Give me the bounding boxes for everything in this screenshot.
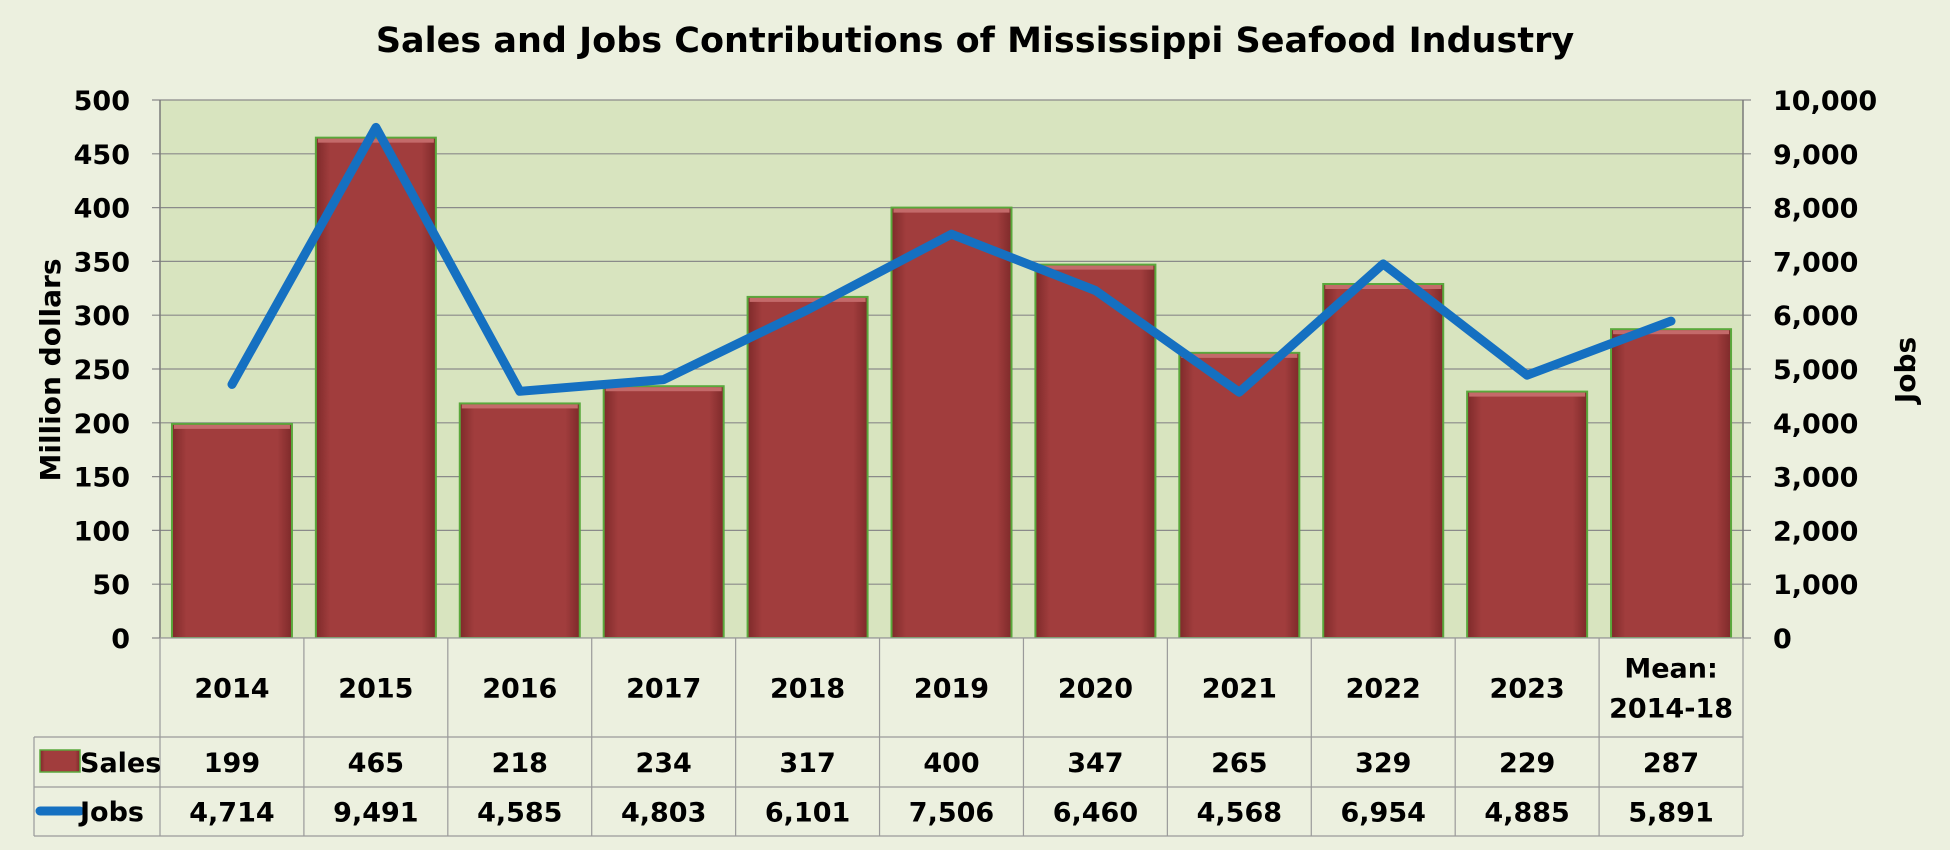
bar-highlight [1469,392,1586,397]
bar [1322,282,1445,639]
y2-tick-label: 6,000 [1773,301,1858,332]
y2-tick-label: 7,000 [1773,247,1858,278]
bar-highlight [1037,265,1154,270]
x-tick-label: 2020 [1058,674,1133,705]
jobs-point [950,233,953,236]
y-tick-label: 500 [74,86,130,117]
bar-highlight [461,404,578,409]
x-tick-label: Mean: [1624,654,1717,685]
jobs-value-label: 7,506 [909,798,994,829]
data-table: 2014 2015 2016 2017 2018 2019 2020 2021 2022 2023… [33,637,1744,837]
bar [602,385,725,639]
jobs-point [1526,374,1529,377]
bar-highlight [317,138,434,143]
sales-value-label: 317 [779,748,835,779]
bar [458,402,581,639]
sales-value-label: 218 [492,748,548,779]
sales-value-label: 400 [923,748,979,779]
x-tick-label: 2014-18 [1609,694,1733,725]
sales-value-label: 229 [1499,748,1555,779]
y-tick-label: 50 [92,570,130,601]
y2-tick-label: 1,000 [1773,570,1858,601]
y-tick-label: 450 [74,140,130,171]
jobs-value-label: 9,491 [333,798,418,829]
jobs-point [518,390,521,393]
x-tick-label: 2019 [914,674,989,705]
y2-tick-label: 10,000 [1773,86,1877,117]
bar-highlight [1181,353,1298,358]
jobs-value-label: 4,885 [1484,798,1569,829]
bar-highlight [749,297,866,302]
bar-highlight [1325,284,1442,289]
y2-tick-label: 9,000 [1773,140,1858,171]
jobs-point [1238,391,1241,394]
y2-tick-label: 2,000 [1773,516,1858,547]
y2-axis-label: Jobs [1889,337,1922,405]
jobs-point [230,383,233,386]
legend-label-jobs: Jobs [78,797,144,828]
bar [1466,390,1589,640]
y-tick-label: 350 [74,247,130,278]
y-tick-label: 200 [74,409,130,440]
y-axis-label: Million dollars [34,258,67,481]
y-tick-label: 150 [74,463,130,494]
sales-value-label: 287 [1643,748,1699,779]
bar-highlight [605,387,722,392]
y-tick-label: 100 [74,516,130,547]
y-tick-label: 300 [74,301,130,332]
sales-value-label: 465 [348,748,404,779]
x-tick-label: 2016 [482,674,557,705]
plot-area: 0 50 100 150 200 250 300 350 400 450 500 0 1,000 2,00… [74,86,1878,655]
x-tick-label: 2021 [1202,674,1277,705]
bar [170,422,293,639]
x-tick-label: 2018 [770,674,845,705]
jobs-point [662,378,665,381]
bar [746,295,869,639]
chart-title: Sales and Jobs Contributions of Mississi… [376,21,1575,61]
y-tick-label: 250 [74,355,130,386]
jobs-value-label: 6,101 [765,798,850,829]
sales-value-label: 234 [635,748,691,779]
y2-tick-label: 5,000 [1773,355,1858,386]
jobs-point [1094,289,1097,292]
bar [890,206,1013,639]
legend-label-sales: Sales [80,748,161,779]
y-tick-label: 400 [74,194,130,225]
bar-highlight [173,424,290,429]
sales-value-label: 199 [204,748,260,779]
bar [1610,328,1733,639]
y2-tick-label: 4,000 [1773,409,1858,440]
jobs-value-label: 6,460 [1053,798,1138,829]
sales-value-label: 265 [1211,748,1267,779]
jobs-point [1382,262,1385,265]
jobs-point [374,126,377,129]
x-tick-label: 2014 [194,674,269,705]
jobs-value-label: 4,803 [621,798,706,829]
legend-key-sales [39,749,81,773]
jobs-point [1670,320,1673,323]
x-tick-label: 2023 [1490,674,1565,705]
jobs-value-label: 5,891 [1628,798,1713,829]
bar-highlight [1613,330,1730,335]
jobs-value-label: 4,714 [189,798,274,829]
y2-tick-label: 8,000 [1773,194,1858,225]
bar-highlight [893,208,1010,213]
y2-tick-label: 3,000 [1773,463,1858,494]
x-tick-label: 2022 [1346,674,1421,705]
jobs-point [806,308,809,311]
bar [314,136,437,639]
x-tick-label: 2015 [338,674,413,705]
y2-tick-label: 0 [1773,624,1792,655]
x-tick-label: 2017 [626,674,701,705]
sales-value-label: 329 [1355,748,1411,779]
jobs-value-label: 6,954 [1341,798,1426,829]
y-tick-label: 0 [111,624,130,655]
jobs-value-label: 4,568 [1197,798,1282,829]
sales-value-label: 347 [1067,748,1123,779]
jobs-value-label: 4,585 [477,798,562,829]
